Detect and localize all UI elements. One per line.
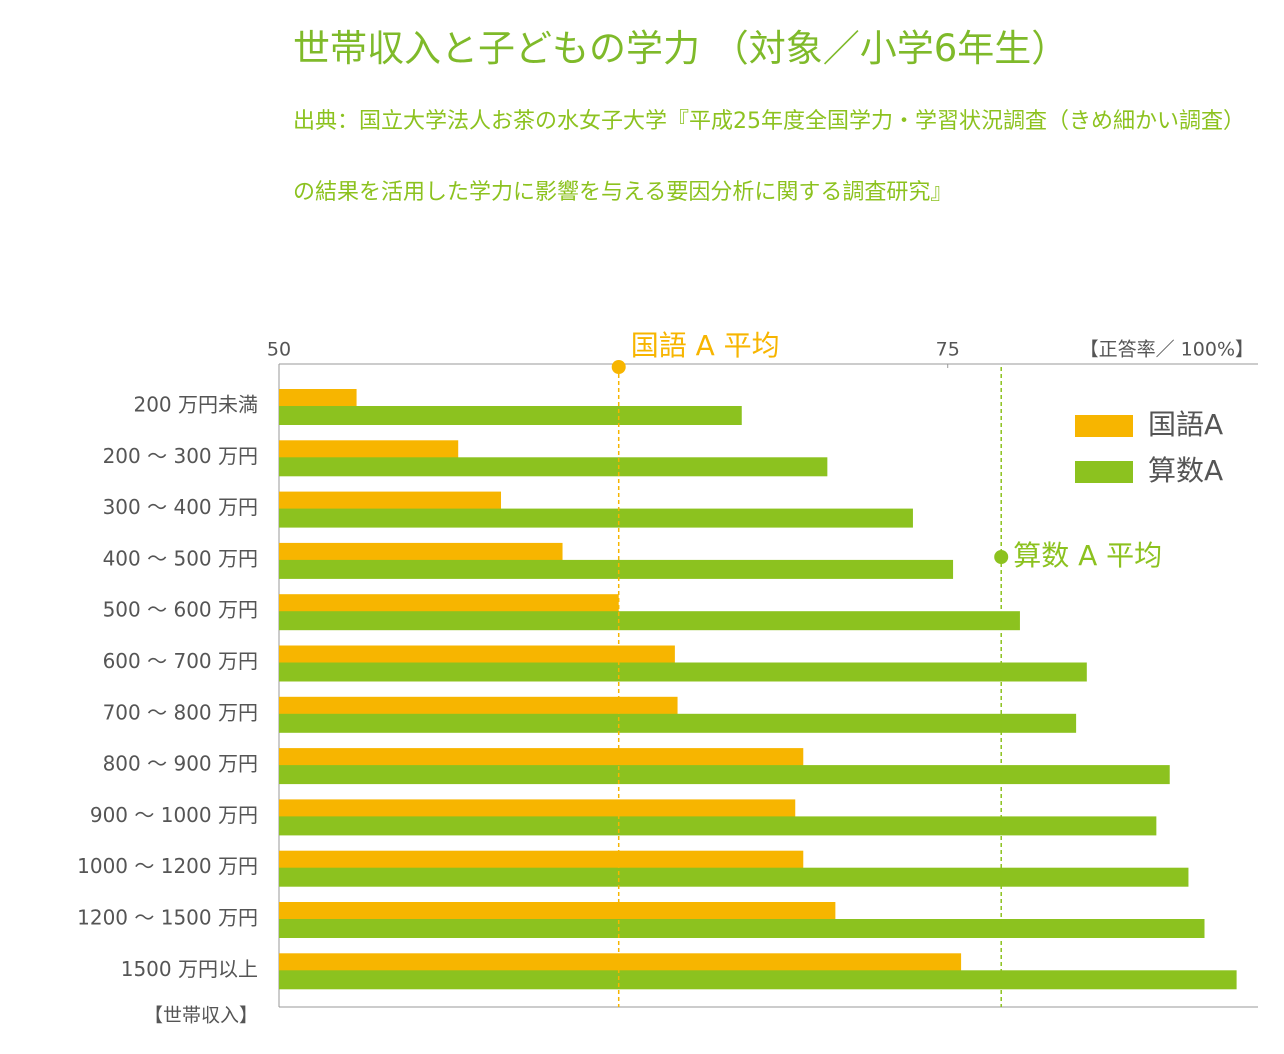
chart-title: 世帯収入と子どもの学力 （対象／小学6年生） bbox=[293, 27, 1069, 70]
bar bbox=[279, 765, 1170, 785]
bar bbox=[279, 645, 675, 664]
bar bbox=[279, 542, 563, 561]
y-tick-label: 300 〜 400 万円 bbox=[103, 495, 258, 519]
y-tick-label: 200 万円未満 bbox=[133, 393, 258, 417]
y-tick-label: 900 〜 1000 万円 bbox=[90, 803, 258, 827]
bar bbox=[279, 696, 678, 715]
bar bbox=[279, 902, 836, 920]
bar bbox=[279, 559, 954, 579]
reference-dot bbox=[994, 550, 1009, 564]
y-tick-label: 700 〜 800 万円 bbox=[103, 700, 258, 724]
chart-subtitle: 出典：国立大学法人お茶の水女子大学『平成25年度全国学力・学習状況調査（きめ細か… bbox=[293, 109, 1245, 205]
y-tick-label: 500 〜 600 万円 bbox=[103, 598, 258, 622]
y-tick-label: 200 〜 300 万円 bbox=[103, 444, 258, 468]
y-tick-label: 1500 万円以上 bbox=[121, 957, 258, 981]
y-tick-label: 600 〜 700 万円 bbox=[103, 649, 258, 673]
bar bbox=[279, 919, 1205, 938]
x-axis-label: 【正答率／ 100%】 bbox=[1080, 339, 1254, 361]
y-tick-label: 800 〜 900 万円 bbox=[103, 752, 258, 776]
legend-label: 算数A bbox=[1148, 454, 1223, 487]
bar bbox=[279, 440, 459, 459]
bar bbox=[279, 611, 1020, 631]
bar bbox=[279, 748, 804, 767]
bar bbox=[279, 457, 828, 477]
reference-dot bbox=[611, 360, 626, 374]
bar bbox=[279, 491, 502, 510]
x-tick-label: 75 bbox=[936, 339, 960, 361]
bar bbox=[279, 713, 1077, 733]
bar bbox=[279, 953, 962, 972]
legend-swatch bbox=[1075, 415, 1133, 437]
legend-label: 国語A bbox=[1148, 408, 1223, 441]
bar bbox=[279, 970, 1237, 990]
y-tick-label: 400 〜 500 万円 bbox=[103, 546, 258, 570]
y-tick-label: 1200 〜 1500 万円 bbox=[77, 906, 258, 930]
reference-label: 国語 A 平均 bbox=[631, 329, 780, 362]
bar bbox=[279, 850, 804, 869]
bar bbox=[279, 406, 742, 425]
x-tick-label: 50 bbox=[267, 339, 291, 361]
reference-label: 算数 A 平均 bbox=[1013, 539, 1162, 572]
y-tick-label: 1000 〜 1200 万円 bbox=[77, 854, 258, 878]
bar bbox=[279, 389, 357, 407]
bar bbox=[279, 867, 1189, 887]
bar bbox=[279, 662, 1087, 682]
y-axis-label: 【世帯収入】 bbox=[144, 1005, 258, 1027]
bar bbox=[279, 594, 619, 613]
legend-swatch bbox=[1075, 461, 1133, 483]
bar bbox=[279, 799, 796, 818]
bar bbox=[279, 508, 913, 528]
bar bbox=[279, 816, 1157, 836]
